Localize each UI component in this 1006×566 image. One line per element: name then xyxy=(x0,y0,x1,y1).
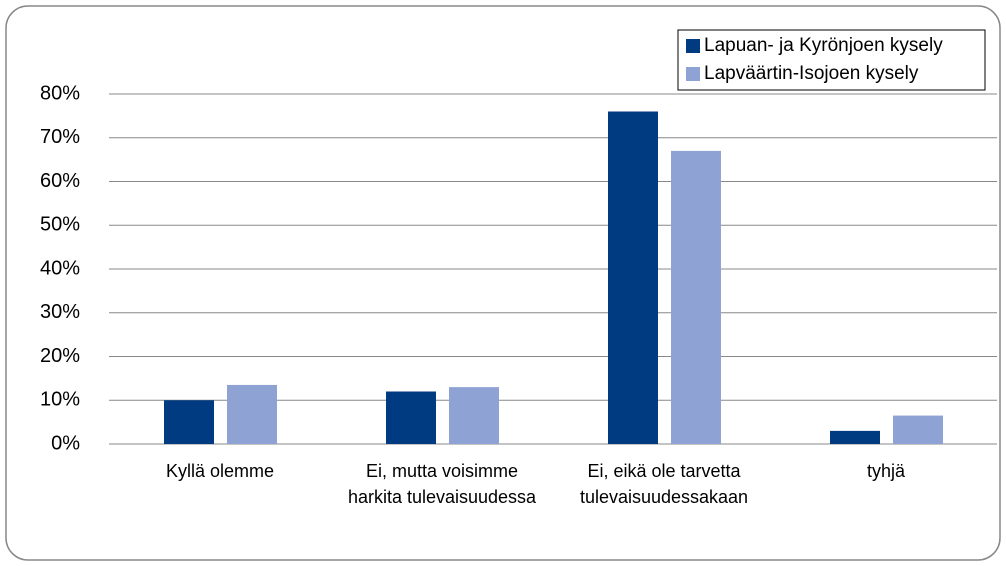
bar xyxy=(164,400,214,444)
x-tick-label: Ei, eikä ole tarvetta tulevaisuudessakaa… xyxy=(579,461,749,507)
x-tick-label: tyhjä xyxy=(866,461,906,481)
bar xyxy=(386,391,436,444)
bar xyxy=(893,415,943,444)
y-tick-label: 80% xyxy=(40,82,80,104)
x-tick-label: Ei, mutta voisimme harkita tulevaisuudes… xyxy=(347,461,537,507)
bar xyxy=(227,384,277,444)
y-tick-label: 20% xyxy=(40,345,80,367)
y-tick-label: 30% xyxy=(40,301,80,323)
legend-box xyxy=(677,29,986,91)
y-tick-label: 0% xyxy=(51,432,80,454)
bar xyxy=(671,150,721,444)
legend-label: Lapväärtin-Isojoen kysely xyxy=(704,63,919,84)
y-tick-label: 70% xyxy=(40,126,80,148)
y-tick-label: 60% xyxy=(40,170,80,192)
legend-swatch xyxy=(686,39,700,53)
bar xyxy=(608,111,658,444)
legend-label: Lapuan- ja Kyrönjoen kysely xyxy=(704,35,943,56)
y-tick-label: 10% xyxy=(40,389,80,411)
y-tick-label: 50% xyxy=(40,214,80,236)
bar xyxy=(449,387,499,444)
x-tick-label: Kyllä olemme xyxy=(165,461,275,481)
legend-swatch xyxy=(686,67,700,81)
y-tick-label: 40% xyxy=(40,257,80,279)
bar xyxy=(830,430,880,444)
